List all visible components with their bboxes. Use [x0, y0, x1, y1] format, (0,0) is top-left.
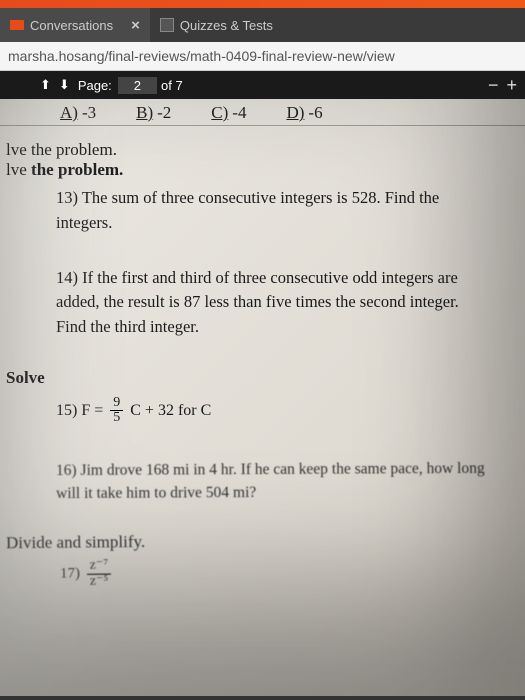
- question-17: 17) z⁻⁷ z⁻⁵: [0, 554, 525, 590]
- tab-conversations[interactable]: Conversations ×: [0, 8, 150, 42]
- question-15: 15) F = 9 5 C + 32 for C: [0, 396, 525, 426]
- fraction: z⁻⁷ z⁻⁵: [87, 558, 112, 589]
- option-d: D) -6: [286, 103, 322, 123]
- tab-icon-quizzes: [160, 18, 174, 32]
- tab-quizzes[interactable]: Quizzes & Tests: [150, 8, 283, 42]
- equation-prefix: F =: [81, 402, 103, 419]
- page-navigation-strip: ⬆ ⬇ Page: 2 of 7 − +: [0, 71, 525, 99]
- page-current[interactable]: 2: [118, 77, 157, 94]
- tab-label: Quizzes & Tests: [180, 18, 273, 33]
- question-number: 14): [56, 268, 78, 287]
- close-icon[interactable]: ×: [131, 17, 140, 34]
- zoom-in-icon[interactable]: +: [506, 75, 517, 96]
- question-text: The sum of three consecutive integers is…: [56, 188, 439, 232]
- option-a: A) -3: [60, 103, 96, 123]
- page-total: of 7: [161, 78, 183, 93]
- url-bar[interactable]: marsha.hosang/final-reviews/math-0409-fi…: [0, 42, 525, 71]
- page-label: Page:: [78, 78, 112, 93]
- section-solve-problem: lve the problem.: [0, 140, 525, 160]
- page-up-icon[interactable]: ⬆: [40, 77, 51, 93]
- zoom-out-icon[interactable]: −: [488, 75, 499, 96]
- question-13: 13) The sum of three consecutive integer…: [0, 180, 525, 242]
- answer-options-row: A) -3 B) -2 C) -4 D) -6: [0, 99, 525, 126]
- question-number: 13): [56, 188, 78, 207]
- equation-suffix: C + 32 for C: [130, 402, 211, 419]
- url-text: marsha.hosang/final-reviews/math-0409-fi…: [8, 48, 395, 64]
- question-text: Jim drove 168 mi in 4 hr. If he can keep…: [56, 460, 485, 502]
- section-heading: lve the problem.: [0, 160, 525, 180]
- document-content: A) -3 B) -2 C) -4 D) -6 lve the problem.…: [0, 99, 525, 696]
- option-b: B) -2: [136, 103, 171, 123]
- question-16: 16) Jim drove 168 mi in 4 hr. If he can …: [0, 451, 525, 512]
- fraction: 9 5: [110, 396, 123, 426]
- question-number: 15): [56, 402, 77, 419]
- question-number: 17): [60, 565, 80, 581]
- section-solve: Solve: [0, 368, 525, 388]
- page-down-icon[interactable]: ⬇: [59, 77, 70, 93]
- question-text: If the first and third of three consecut…: [56, 268, 459, 337]
- window-accent-bar: [0, 0, 525, 8]
- option-c: C) -4: [211, 103, 246, 123]
- section-divide-simplify: Divide and simplify.: [0, 528, 525, 553]
- question-number: 16): [56, 462, 77, 479]
- tab-label: Conversations: [30, 18, 113, 33]
- tab-bar: Conversations × Quizzes & Tests: [0, 8, 525, 42]
- tab-icon-conversations: [10, 20, 24, 30]
- question-14: 14) If the first and third of three cons…: [0, 260, 525, 346]
